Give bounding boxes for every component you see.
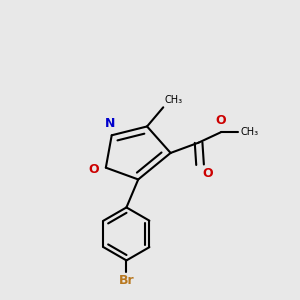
Text: O: O (215, 114, 226, 127)
Text: CH₃: CH₃ (241, 127, 259, 137)
Text: CH₃: CH₃ (165, 95, 183, 105)
Text: Br: Br (118, 274, 134, 287)
Text: N: N (105, 117, 116, 130)
Text: O: O (202, 167, 213, 180)
Text: O: O (89, 163, 99, 176)
